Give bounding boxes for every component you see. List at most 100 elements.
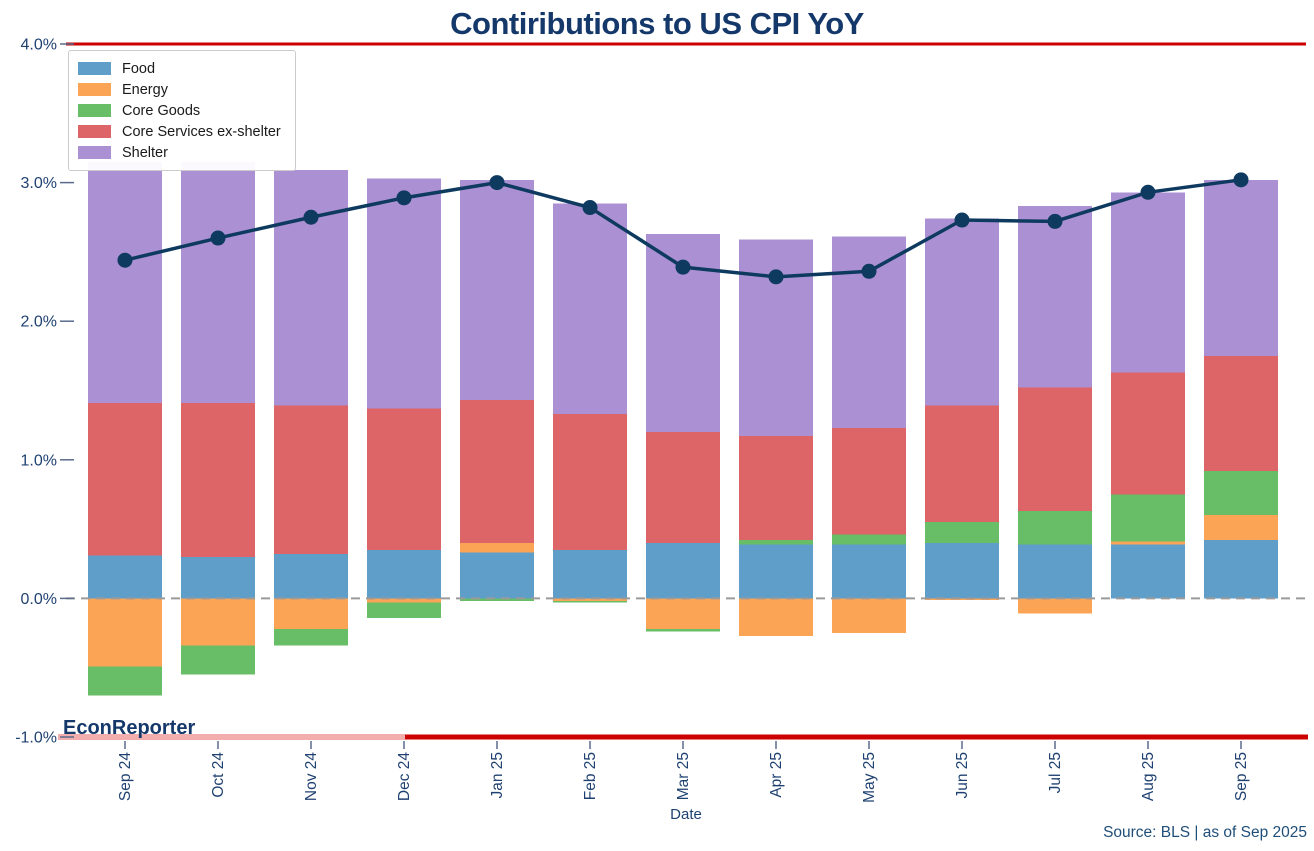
source-note: Source: BLS | as of Sep 2025 (1103, 824, 1307, 841)
chart-title: Contiributions to US CPI YoY (450, 6, 864, 41)
bar-segment-core_services (181, 402, 255, 557)
bar-segment-food (832, 544, 906, 599)
bar-segment-energy (646, 598, 720, 629)
legend-swatch-core-services (78, 125, 111, 138)
bar-segment-core_goods (739, 540, 813, 545)
x-tick-label: Dec 24 (396, 752, 413, 801)
bar-segment-energy (925, 598, 999, 600)
bar-segment-core_services (1018, 387, 1092, 512)
bar-segment-core_services (274, 405, 348, 555)
x-tick-label: Oct 24 (210, 752, 227, 798)
legend-label-energy: Energy (122, 81, 168, 98)
bar-segment-energy (274, 598, 348, 629)
legend-swatch-energy (78, 83, 111, 96)
legend-label-core-services: Core Services ex-shelter (122, 123, 281, 140)
bar-segment-shelter (1111, 192, 1185, 373)
cpi-line-point (303, 209, 319, 225)
legend: Food Energy Core Goods Core Services ex-… (68, 50, 296, 171)
x-tick-label: Aug 25 (1140, 752, 1157, 801)
bar-segment-energy (553, 598, 627, 602)
bar-segment-core_services (739, 436, 813, 541)
bar-segment-core_services (553, 414, 627, 550)
legend-label-shelter: Shelter (122, 144, 168, 161)
bar-segment-core_services (367, 408, 441, 550)
legend-label-food: Food (122, 60, 156, 77)
cpi-line-point (861, 263, 877, 279)
bar-segment-shelter (274, 170, 348, 406)
bar-segment-food (925, 542, 999, 599)
bar-segment-food (1111, 544, 1185, 599)
x-tick-label: Jun 25 (954, 752, 971, 799)
bar-segment-shelter (88, 161, 162, 403)
bar-segment-energy (460, 542, 534, 553)
bar-segment-food (739, 544, 813, 599)
x-tick-label: Jul 25 (1047, 752, 1064, 793)
bar-segment-food (367, 549, 441, 599)
bar-segment-core_goods (646, 628, 720, 632)
bar-segment-energy (832, 598, 906, 634)
bar-segment-energy (181, 598, 255, 646)
legend-swatch-core-goods (78, 104, 111, 117)
y-tick-label: 1.0% (21, 452, 57, 469)
cpi-line-point (1233, 172, 1249, 188)
x-tick-label: Feb 25 (582, 752, 599, 800)
bar-segment-shelter (1204, 179, 1278, 356)
bar-segment-shelter (925, 218, 999, 406)
bar-segment-core_services (1111, 372, 1185, 495)
bar-segment-core_services (1204, 355, 1278, 471)
bar-segment-food (1018, 544, 1092, 599)
bar-segment-shelter (181, 161, 255, 403)
bar-segment-energy (739, 598, 813, 636)
bar-segment-core_services (925, 405, 999, 523)
x-tick-label: Apr 25 (768, 752, 785, 798)
x-tick-label: Sep 24 (117, 752, 134, 802)
bar-segment-core_goods (832, 534, 906, 545)
legend-swatch-shelter (78, 146, 111, 159)
x-axis-title: Date (670, 806, 702, 823)
x-tick-label: Sep 25 (1233, 752, 1250, 801)
bar-segment-shelter (367, 178, 441, 409)
y-tick-label: 0.0% (21, 591, 57, 608)
cpi-line-point (396, 190, 412, 206)
legend-swatch-food (78, 62, 111, 75)
y-tick-label: 2.0% (21, 314, 57, 331)
cpi-line-point (768, 269, 784, 285)
cpi-line-point (1140, 184, 1156, 200)
bar-segment-core_goods (553, 601, 627, 603)
logo-underline-bar (58, 734, 405, 740)
bar-segment-core_services (460, 400, 534, 543)
bar-segment-shelter (1018, 206, 1092, 388)
bar-segment-food (1204, 540, 1278, 599)
x-tick-label: Nov 24 (303, 752, 320, 801)
bar-segment-energy (367, 598, 441, 603)
bar-segment-energy (1204, 515, 1278, 541)
cpi-line-point (954, 212, 970, 228)
bar-segment-core_goods (88, 666, 162, 696)
legend-item-core-goods: Core Goods (78, 100, 281, 121)
y-tick-label: -1.0% (15, 730, 57, 747)
bar-segment-core_goods (1018, 511, 1092, 545)
cpi-line-point (489, 175, 505, 191)
bar-segment-food (88, 555, 162, 599)
bar-segment-shelter (739, 239, 813, 437)
bar-segment-food (553, 549, 627, 599)
bar-segment-food (181, 556, 255, 599)
bar-segment-core_goods (1204, 470, 1278, 516)
cpi-line-point (1047, 213, 1063, 229)
bar-segment-shelter (460, 179, 534, 401)
x-tick-label: Jan 25 (489, 752, 506, 799)
bar-segment-core_goods (367, 602, 441, 618)
x-tick-label: May 25 (861, 752, 878, 803)
bar-segment-core_services (646, 432, 720, 543)
econreporter-logo: EconReporter (63, 717, 196, 739)
bar-segment-energy (88, 598, 162, 667)
bar-segment-energy (1111, 541, 1185, 545)
y-tick-label: 4.0% (21, 37, 57, 54)
bar-segment-energy (1018, 598, 1092, 614)
bar-segment-food (274, 554, 348, 599)
bar-segment-core_services (832, 427, 906, 535)
legend-item-energy: Energy (78, 79, 281, 100)
bar-segment-core_goods (181, 645, 255, 675)
